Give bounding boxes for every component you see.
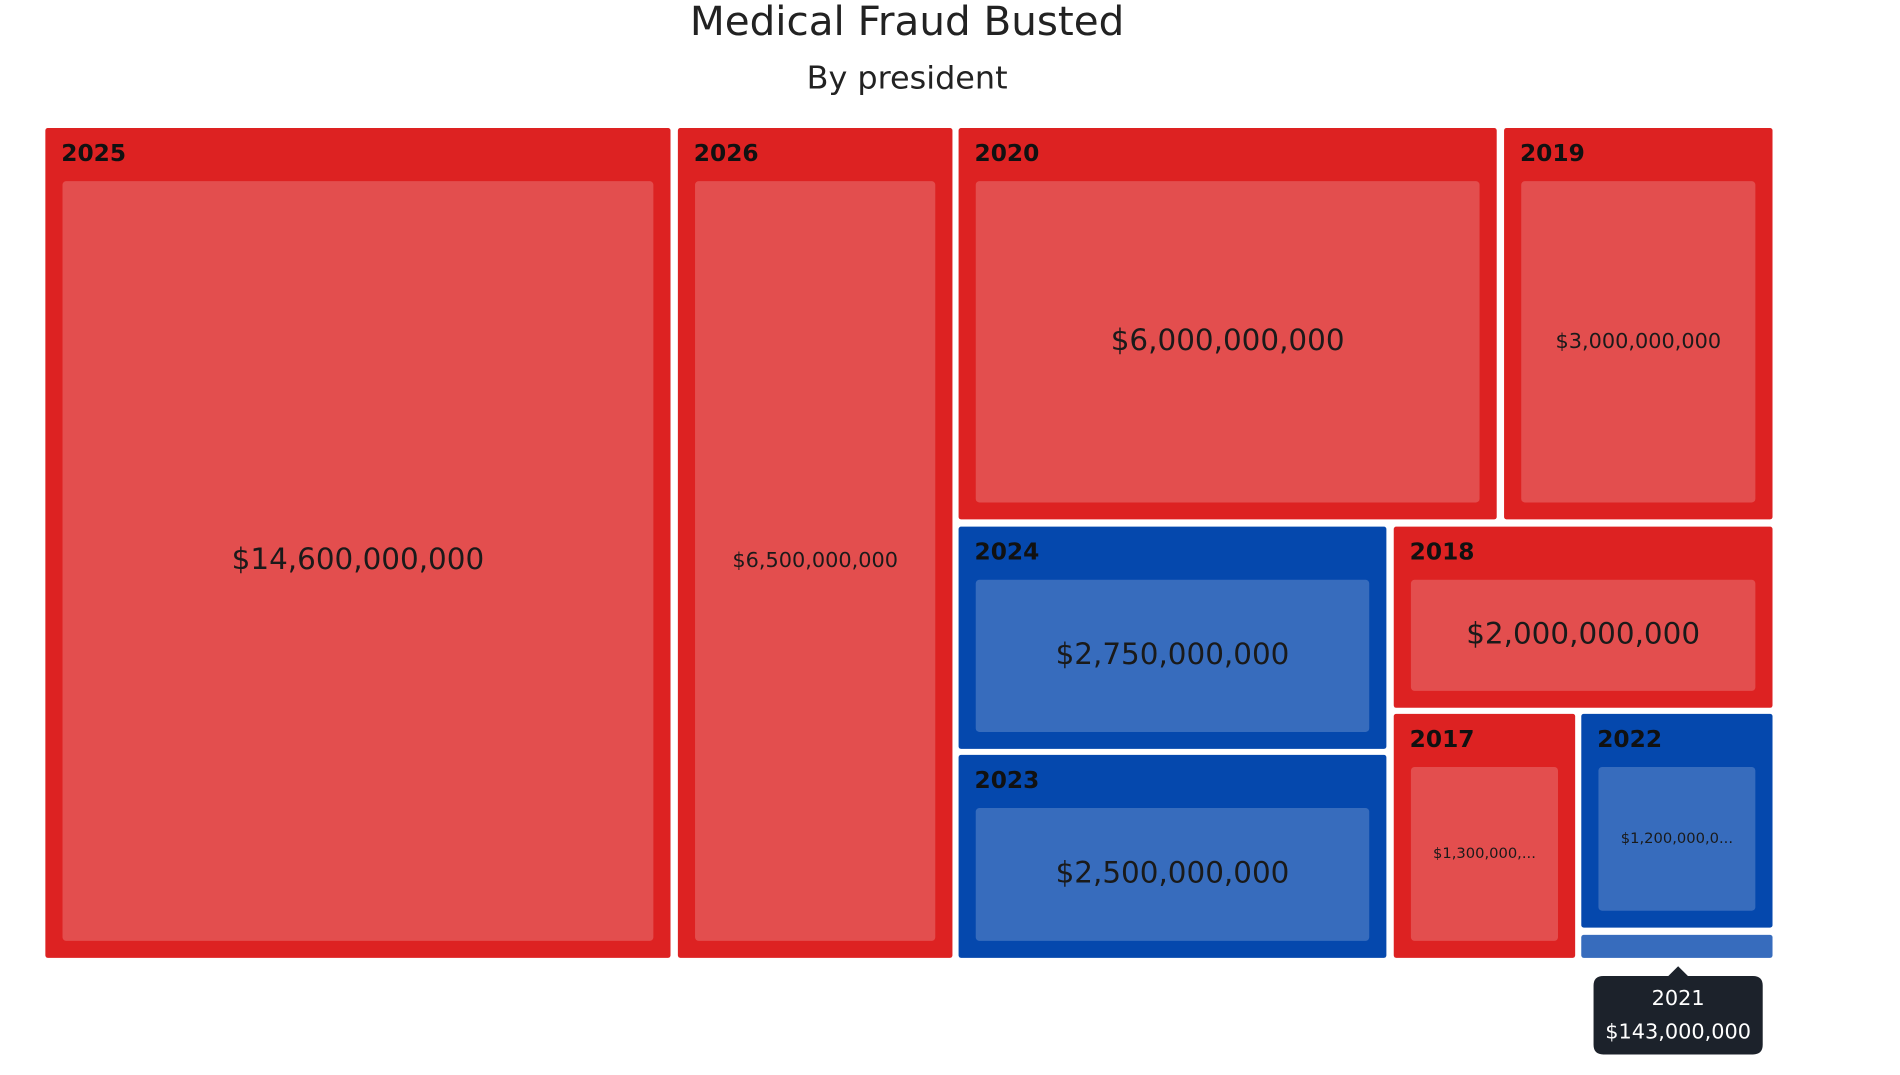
tile	[1393, 713, 1576, 958]
tile-category: 2024	[975, 540, 1040, 566]
tile-inner	[1410, 766, 1558, 941]
tile-inner	[975, 808, 1370, 941]
tile-inner	[1410, 579, 1756, 691]
tile-value-label: $3,000,000,000	[1555, 329, 1721, 353]
tile	[1393, 526, 1773, 708]
tile-category: 2018	[1410, 540, 1475, 566]
tile-category: 2022	[1597, 727, 1662, 753]
tile-inner	[1581, 934, 1773, 958]
tile-value-label: $1,300,000,...	[1433, 845, 1536, 862]
tile-value-label: $14,600,000,000	[232, 542, 485, 576]
tile-category: 2019	[1520, 141, 1585, 167]
tile	[45, 128, 671, 958]
tile	[958, 526, 1387, 749]
tile-inner	[1521, 181, 1756, 503]
tile-value-label: $2,500,000,000	[1056, 856, 1290, 890]
tile	[958, 128, 1497, 520]
tooltip-box	[1593, 966, 1763, 1055]
tile	[677, 128, 953, 958]
tile-inner	[975, 579, 1370, 732]
tile-category: 2020	[975, 141, 1040, 167]
tile-category: 2023	[975, 768, 1040, 794]
tooltip-category: 2021	[1652, 986, 1705, 1010]
tile-category: 2017	[1410, 727, 1475, 753]
tile-value-label: $2,750,000,000	[1056, 637, 1290, 671]
chart-subtitle: By president	[807, 61, 1008, 97]
tile-inner	[1598, 766, 1756, 911]
tile	[1581, 713, 1773, 928]
tile	[1504, 128, 1773, 520]
tile-inner	[695, 181, 936, 941]
tile-value-label: $6,000,000,000	[1111, 323, 1345, 357]
tiles: 2025 $14,600,000,000 2026 $6,500,000,000 202…	[45, 128, 1773, 958]
tooltip: 2021 $143,000,000	[1593, 966, 1763, 1055]
chart-title: Medical Fraud Busted	[690, 0, 1124, 45]
tile-inner	[975, 181, 1480, 503]
tile-category: 2026	[694, 141, 759, 167]
tile-inner	[62, 181, 654, 941]
tooltip-value: $143,000,000	[1605, 1020, 1751, 1044]
tile	[1581, 934, 1773, 958]
tile-value-label: $1,200,000,0...	[1621, 830, 1733, 847]
tile-value-label: $6,500,000,000	[732, 548, 898, 572]
tile	[958, 754, 1387, 958]
tile-value-label: $2,000,000,000	[1466, 616, 1700, 650]
tile-category: 2025	[61, 141, 126, 167]
